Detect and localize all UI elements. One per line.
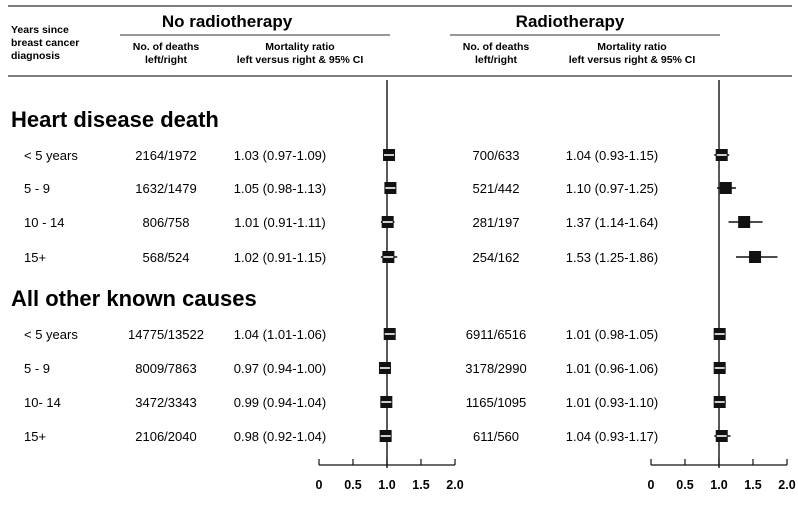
row-label: < 5 years [24,327,78,342]
x-tick-label: 0.5 [344,478,361,492]
deaths-value: 568/524 [143,250,190,265]
row-header-line1: Years since [11,24,69,36]
deaths-value: 8009/7863 [135,361,196,376]
row-header-line3: diagnosis [11,50,60,62]
row-label: 10 - 14 [24,215,64,230]
deaths-value: 521/442 [473,181,520,196]
ratio-ci-text: 1.05 (0.98-1.13) [234,181,327,196]
x-tick-label: 0.5 [676,478,693,492]
ratio-ci-text: 1.01 (0.93-1.10) [566,395,659,410]
deaths-value: 254/162 [473,250,520,265]
deaths-header-left-2: left/right [145,54,187,66]
ratio-header-right-1: Mortality ratio [597,41,666,53]
ratio-ci-text: 0.99 (0.94-1.04) [234,395,327,410]
ratio-ci-text: 1.01 (0.98-1.05) [566,327,659,342]
x-tick-label: 1.5 [744,478,761,492]
ratio-ci-text: 0.98 (0.92-1.04) [234,429,327,444]
x-tick-label: 2.0 [446,478,463,492]
x-tick-label: 1.0 [378,478,395,492]
deaths-value: 3178/2990 [465,361,526,376]
ratio-ci-text: 1.04 (0.93-1.15) [566,148,659,163]
estimate-marker [738,216,751,228]
row-label: 10- 14 [24,395,61,410]
deaths-value: 611/560 [473,429,519,444]
deaths-value: 281/197 [473,215,520,230]
x-tick-label: 2.0 [778,478,795,492]
deaths-value: 2164/1972 [135,148,196,163]
ratio-ci-text: 1.01 (0.96-1.06) [566,361,659,376]
deaths-value: 14775/13522 [128,327,204,342]
row-label: 5 - 9 [24,361,50,376]
ratio-header-right-2: left versus right & 95% CI [569,54,696,66]
x-tick-label: 1.5 [412,478,429,492]
deaths-value: 700/633 [473,148,520,163]
ratio-ci-text: 1.04 (1.01-1.06) [234,327,327,342]
ratio-ci-text: 1.03 (0.97-1.09) [234,148,327,163]
deaths-value: 1165/1095 [466,395,527,410]
deaths-value: 3472/3343 [135,395,196,410]
row-label: 15+ [24,250,46,265]
plot-layer: Heart disease death < 5 years 2164/1972 1.0… [11,80,796,492]
estimate-marker [719,182,732,194]
x-tick-label: 0 [316,478,323,492]
estimate-marker [749,251,762,263]
no-radiotherapy-title: No radiotherapy [162,12,293,31]
ratio-ci-text: 1.04 (0.93-1.17) [566,429,659,444]
row-label: < 5 years [24,148,78,163]
deaths-header-right-2: left/right [475,54,517,66]
ratio-header-left-1: Mortality ratio [265,41,334,53]
deaths-value: 1632/1479 [135,181,196,196]
row-label: 5 - 9 [24,181,50,196]
ratio-ci-text: 1.37 (1.14-1.64) [566,215,659,230]
ratio-ci-text: 0.97 (0.94-1.00) [234,361,327,376]
ratio-ci-text: 1.53 (1.25-1.86) [566,250,659,265]
ratio-ci-text: 1.01 (0.91-1.11) [234,215,326,230]
x-tick-label: 0 [648,478,655,492]
row-header-line2: breast cancer [11,37,79,49]
deaths-value: 6911/6516 [466,327,527,342]
section-title: Heart disease death [11,107,219,132]
x-tick-label: 1.0 [710,478,727,492]
ratio-ci-text: 1.10 (0.97-1.25) [566,181,659,196]
ratio-ci-text: 1.02 (0.91-1.15) [234,250,327,265]
deaths-value: 806/758 [143,215,190,230]
deaths-header-right-1: No. of deaths [463,41,530,53]
ratio-header-left-2: left versus right & 95% CI [237,54,364,66]
section-title: All other known causes [11,286,257,311]
radiotherapy-title: Radiotherapy [516,12,625,31]
row-label: 15+ [24,429,46,444]
deaths-header-left-1: No. of deaths [133,41,200,53]
deaths-value: 2106/2040 [135,429,196,444]
